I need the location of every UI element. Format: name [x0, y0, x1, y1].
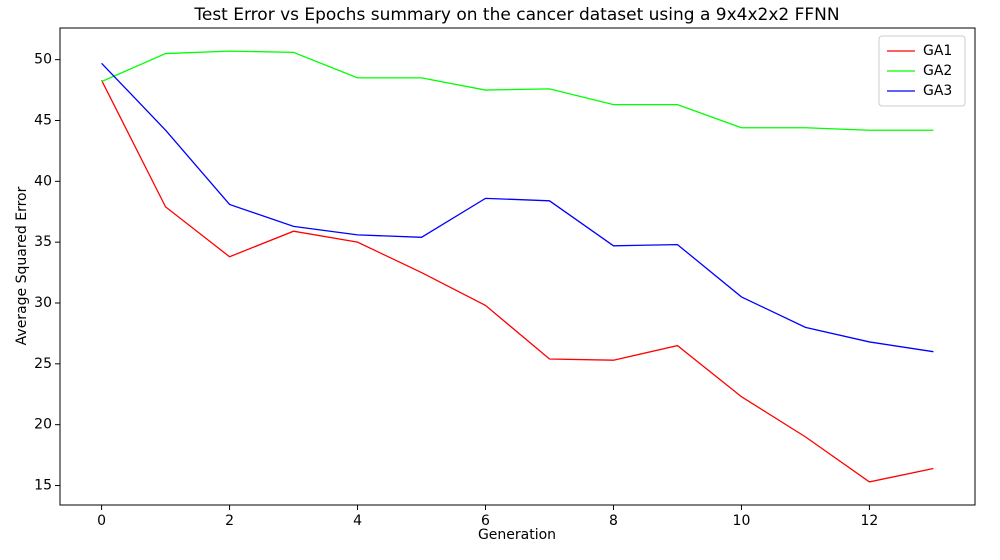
legend-label: GA2: [923, 63, 952, 79]
series-line: [101, 50, 934, 131]
y-tick-label: 35: [34, 234, 52, 250]
x-tick-label: 4: [353, 513, 362, 529]
y-tick-label: 25: [34, 356, 52, 372]
legend-box: [878, 35, 966, 107]
y-tick-label: 45: [34, 112, 52, 128]
series-line: [101, 80, 934, 483]
plot-frame: [59, 27, 976, 506]
x-tick-label: 2: [225, 513, 234, 529]
x-tick-label: 10: [733, 513, 751, 529]
y-axis-label: Average Squared Error: [14, 186, 30, 345]
x-tick-label: 12: [861, 513, 879, 529]
y-tick-label: 20: [34, 417, 52, 433]
y-tick-label: 15: [34, 478, 52, 494]
legend-label: GA3: [923, 83, 952, 99]
legend-label: GA1: [923, 43, 952, 59]
x-axis-label: Generation: [478, 527, 556, 543]
y-tick-label: 40: [34, 173, 52, 189]
x-tick-label: 8: [609, 513, 618, 529]
y-tick-label: 30: [34, 295, 52, 311]
chart-title: Test Error vs Epochs summary on the canc…: [193, 5, 839, 25]
series-line: [101, 62, 934, 353]
x-tick-label: 6: [481, 513, 490, 529]
legend: GA1 GA2 GA3: [878, 35, 966, 107]
y-tick-label: 50: [34, 52, 52, 68]
x-tick-label: 0: [97, 513, 106, 529]
